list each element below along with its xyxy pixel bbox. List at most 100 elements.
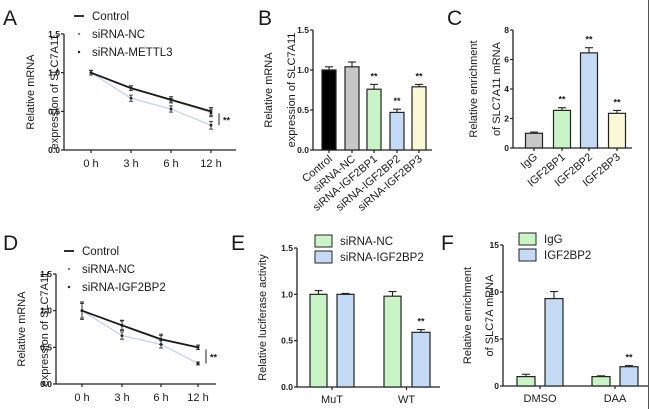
legend-swatch xyxy=(518,248,537,262)
y-axis-label: Relative mRNA xyxy=(263,52,275,128)
bar xyxy=(344,66,360,151)
x-tick-label: DMSO xyxy=(524,393,557,405)
x-tick-label: DAA xyxy=(604,393,627,405)
legend-label: siRNA-IGF2BP2 xyxy=(340,252,424,264)
y-tick-label: 1.5 xyxy=(48,29,60,39)
x-tick-label: 3 h xyxy=(123,158,138,170)
legend-label: siRNA-NC xyxy=(92,29,145,41)
y-axis-label: Relative enrichment xyxy=(468,40,480,137)
y-tick-label: 5 xyxy=(494,334,499,344)
y-tick-label: 1.0 xyxy=(297,65,309,75)
significance-label: ** xyxy=(210,352,218,362)
bar xyxy=(336,293,355,388)
y-tick-label: 0.5 xyxy=(281,336,293,346)
data-point xyxy=(196,362,200,365)
legend-marker xyxy=(77,50,81,54)
chart-panel-a: 0.0 0.5 1.0 1.5 Relative mRNA expression of S… xyxy=(25,11,236,170)
y-axis-label: Relative luciferase activity xyxy=(257,254,269,381)
bar xyxy=(524,132,544,149)
significance-label: ** xyxy=(585,35,593,45)
y-axis-label: Relative mRNA xyxy=(16,291,28,367)
panel-label-b: B xyxy=(258,7,272,30)
significance-label: ** xyxy=(393,96,401,106)
legend-label: Control xyxy=(92,11,129,23)
y-tick-label: 1.5 xyxy=(40,269,52,279)
data-point xyxy=(89,71,93,75)
y-tick-label: 1.5 xyxy=(281,243,293,253)
y-axis-label: of SLC7A mRNA xyxy=(484,274,496,357)
y-tick-label: 1.0 xyxy=(40,306,52,316)
significance-label: ** xyxy=(417,317,425,327)
data-point xyxy=(129,96,133,100)
panel-label-a: A xyxy=(3,7,17,30)
y-tick-label: 0 xyxy=(504,143,509,153)
legend-marker xyxy=(67,285,71,289)
y-axis-label: Relative mRNA xyxy=(25,54,37,130)
x-tick-label: 0 h xyxy=(83,158,98,170)
x-tick-label: MuT xyxy=(321,394,343,406)
data-point xyxy=(120,334,124,337)
y-tick-label: 0.5 xyxy=(40,342,52,352)
bar xyxy=(366,88,382,151)
data-point xyxy=(159,337,163,341)
bar xyxy=(383,295,402,388)
x-tick-label: 6 h xyxy=(163,158,178,170)
significance-label: ** xyxy=(370,71,378,81)
bar xyxy=(607,112,627,149)
y-axis-label: Relative enrichment xyxy=(462,267,474,364)
y-axis-label: expression of SLC7A11 xyxy=(39,272,51,387)
bar xyxy=(389,111,405,151)
panel-label-c: C xyxy=(447,7,462,30)
y-tick-label: 0.0 xyxy=(40,379,52,389)
panel-label-d: D xyxy=(3,232,18,255)
y-axis-label: expression of SLC7A11 xyxy=(286,33,298,148)
bar xyxy=(516,376,536,387)
data-point xyxy=(169,98,173,102)
legend-label: siRNA-NC xyxy=(82,264,135,276)
legend-label: IGF2BP2 xyxy=(544,250,591,262)
y-tick-label: 2 xyxy=(504,114,509,124)
x-tick-label: 12 h xyxy=(200,158,221,170)
right-border xyxy=(648,0,649,409)
panel-label-f: F xyxy=(441,232,454,255)
panel-label-e: E xyxy=(231,232,245,255)
legend-swatch xyxy=(518,232,537,246)
data-point xyxy=(80,309,84,313)
series-line-sirna-igf2bp2 xyxy=(81,310,199,365)
x-tick-label: 0 h xyxy=(74,392,89,404)
data-point xyxy=(209,109,213,113)
significance-label: ** xyxy=(613,97,621,107)
series-line-control xyxy=(90,71,212,113)
data-point xyxy=(196,345,200,349)
x-tick-label: IgG xyxy=(519,151,540,172)
y-tick-label: 0.5 xyxy=(48,106,60,116)
legend-label: siRNA-METTL3 xyxy=(92,47,173,59)
data-point xyxy=(209,123,213,127)
y-tick-label: 1.0 xyxy=(281,289,293,299)
x-tick-label: 12 h xyxy=(187,392,208,404)
y-tick-label: 1.0 xyxy=(48,68,60,78)
bar xyxy=(544,297,564,387)
y-tick-label: 8 xyxy=(504,25,509,35)
chart-panel-f: 0 5 10 15 Relative enrichment of SLC7A mRNA DM… xyxy=(462,232,648,405)
bar xyxy=(411,331,431,388)
legend-swatch xyxy=(314,250,333,264)
chart-panel-d: 0.0 0.5 1.0 1.5 Relative mRNA expression of S… xyxy=(16,246,218,404)
y-tick-label: 10 xyxy=(490,287,500,297)
chart-panel-b: 0.0 0.5 1.0 1.5 Relative mRNA expression of S… xyxy=(263,25,432,214)
legend-swatch xyxy=(314,234,333,248)
y-tick-label: 0.5 xyxy=(297,105,309,115)
legend-marker xyxy=(77,32,81,36)
series-line-control xyxy=(81,309,199,349)
legend-label: siRNA-IGF2BP2 xyxy=(82,282,166,294)
legend-label: siRNA-NC xyxy=(340,236,393,248)
y-tick-label: 0.0 xyxy=(297,145,309,155)
bar xyxy=(321,69,337,151)
significance-label: ** xyxy=(223,115,231,125)
y-tick-label: 15 xyxy=(490,240,500,250)
bar xyxy=(591,376,611,387)
y-axis-label: of SLC7A11 mRNA xyxy=(491,41,503,136)
series-line-sirna-mettl3 xyxy=(90,72,212,126)
x-tick-label: 3 h xyxy=(114,392,129,404)
